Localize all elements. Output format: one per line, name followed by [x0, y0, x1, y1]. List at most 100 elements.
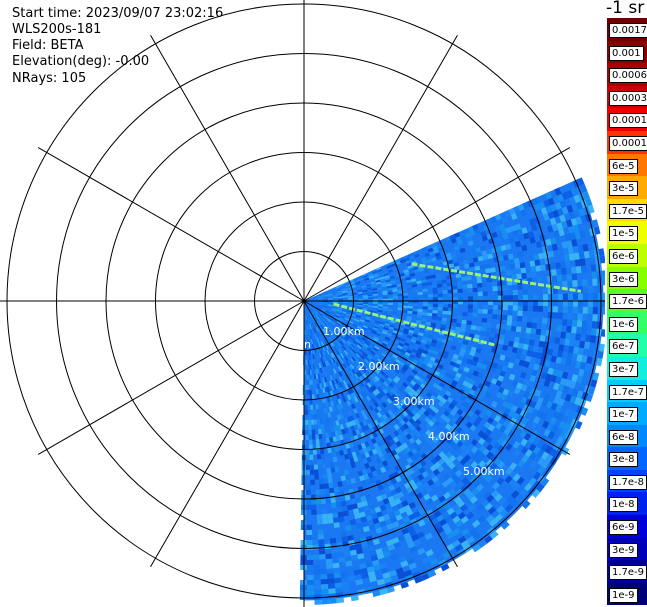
sector-cell	[374, 345, 380, 350]
sector-cell	[336, 322, 341, 327]
sector-cell	[452, 353, 459, 360]
sector-cell	[420, 363, 427, 369]
sector-cell	[457, 288, 463, 293]
sector-cell	[511, 481, 521, 491]
sector-cell	[379, 404, 385, 410]
sector-cell	[363, 402, 369, 409]
sector-cell	[378, 428, 385, 435]
sector-cell	[318, 549, 326, 555]
sector-cell	[317, 373, 321, 379]
sector-cell	[556, 193, 565, 202]
sector-cell	[361, 337, 367, 342]
sector-cell	[422, 312, 428, 316]
sector-cell	[411, 281, 417, 285]
sector-cell	[356, 553, 365, 560]
sector-cell	[422, 306, 428, 310]
sector-cell	[451, 277, 457, 283]
sector-cell	[344, 427, 349, 434]
sector-cell	[336, 311, 342, 314]
sector-cell	[322, 315, 327, 320]
sector-cell	[348, 544, 356, 551]
sector-cell	[332, 319, 338, 323]
sector-cell	[512, 440, 521, 449]
sector-cell	[406, 385, 413, 392]
sector-cell	[416, 280, 422, 284]
sector-cell	[418, 329, 425, 334]
sector-cell	[545, 191, 553, 200]
sector-cell	[595, 328, 602, 337]
sector-cell	[485, 409, 493, 418]
sector-cell	[337, 398, 342, 405]
sector-cell	[331, 334, 336, 340]
sector-cell	[327, 518, 334, 524]
sector-cell	[390, 356, 397, 362]
sector-cell	[522, 378, 530, 386]
sector-cell	[421, 432, 429, 440]
sector-cell	[493, 415, 502, 423]
sector-cell	[393, 340, 400, 345]
sector-cell	[507, 430, 516, 439]
sector-cell	[354, 360, 360, 366]
sector-cell	[325, 391, 329, 398]
sector-cell	[427, 303, 433, 307]
sector-cell	[581, 355, 588, 364]
sector-cell	[602, 277, 605, 286]
sector-cell	[348, 365, 353, 371]
sector-cell	[362, 336, 368, 341]
sector-cell	[324, 345, 328, 351]
sector-cell	[509, 498, 519, 508]
sector-cell	[547, 312, 553, 319]
sector-cell	[332, 346, 336, 352]
sector-cell	[309, 344, 312, 350]
sector-cell	[409, 461, 416, 469]
sector-cell	[512, 289, 518, 296]
sector-cell	[477, 372, 484, 379]
sector-cell	[329, 462, 335, 468]
sector-cell	[531, 197, 539, 206]
sector-cell	[322, 293, 328, 296]
sector-cell	[318, 378, 322, 384]
sector-cell	[338, 353, 343, 359]
sector-cell	[320, 574, 328, 580]
sector-cell	[547, 431, 556, 440]
sector-cell	[477, 291, 483, 297]
sector-cell	[377, 434, 384, 441]
sector-cell	[444, 423, 452, 431]
sector-cell	[473, 334, 480, 340]
sector-cell	[508, 470, 517, 479]
sector-cell	[446, 531, 456, 540]
sector-cell	[340, 346, 345, 352]
sector-cell	[464, 480, 473, 489]
sector-cell	[342, 396, 347, 403]
sector-cell	[320, 357, 324, 363]
sector-cell	[311, 504, 317, 510]
sector-cell	[410, 534, 419, 542]
sector-cell	[427, 309, 433, 314]
sector-cell	[324, 313, 329, 317]
sector-cell	[365, 561, 374, 568]
sector-cell	[401, 366, 408, 372]
sector-cell	[466, 382, 474, 390]
sector-cell	[512, 305, 518, 311]
sector-cell	[323, 356, 327, 362]
sector-cell	[582, 191, 591, 200]
colorbar-tick-label: 3e-8	[609, 452, 638, 468]
sector-cell	[318, 312, 324, 317]
sector-cell	[485, 365, 492, 372]
sector-cell	[553, 396, 561, 405]
sector-cell	[392, 311, 398, 315]
sector-cell	[530, 421, 538, 430]
sector-cell	[471, 519, 481, 528]
sector-cell	[356, 351, 362, 357]
sector-cell	[496, 364, 503, 371]
sector-cell	[460, 527, 470, 536]
sector-cell	[574, 396, 582, 406]
sector-cell	[480, 425, 488, 434]
sector-cell	[572, 279, 578, 287]
sector-cell	[322, 306, 327, 309]
sector-cell	[511, 346, 518, 354]
sector-cell	[364, 462, 370, 469]
sector-cell	[374, 353, 380, 359]
sector-cell	[361, 468, 368, 476]
sector-cell	[349, 281, 355, 285]
